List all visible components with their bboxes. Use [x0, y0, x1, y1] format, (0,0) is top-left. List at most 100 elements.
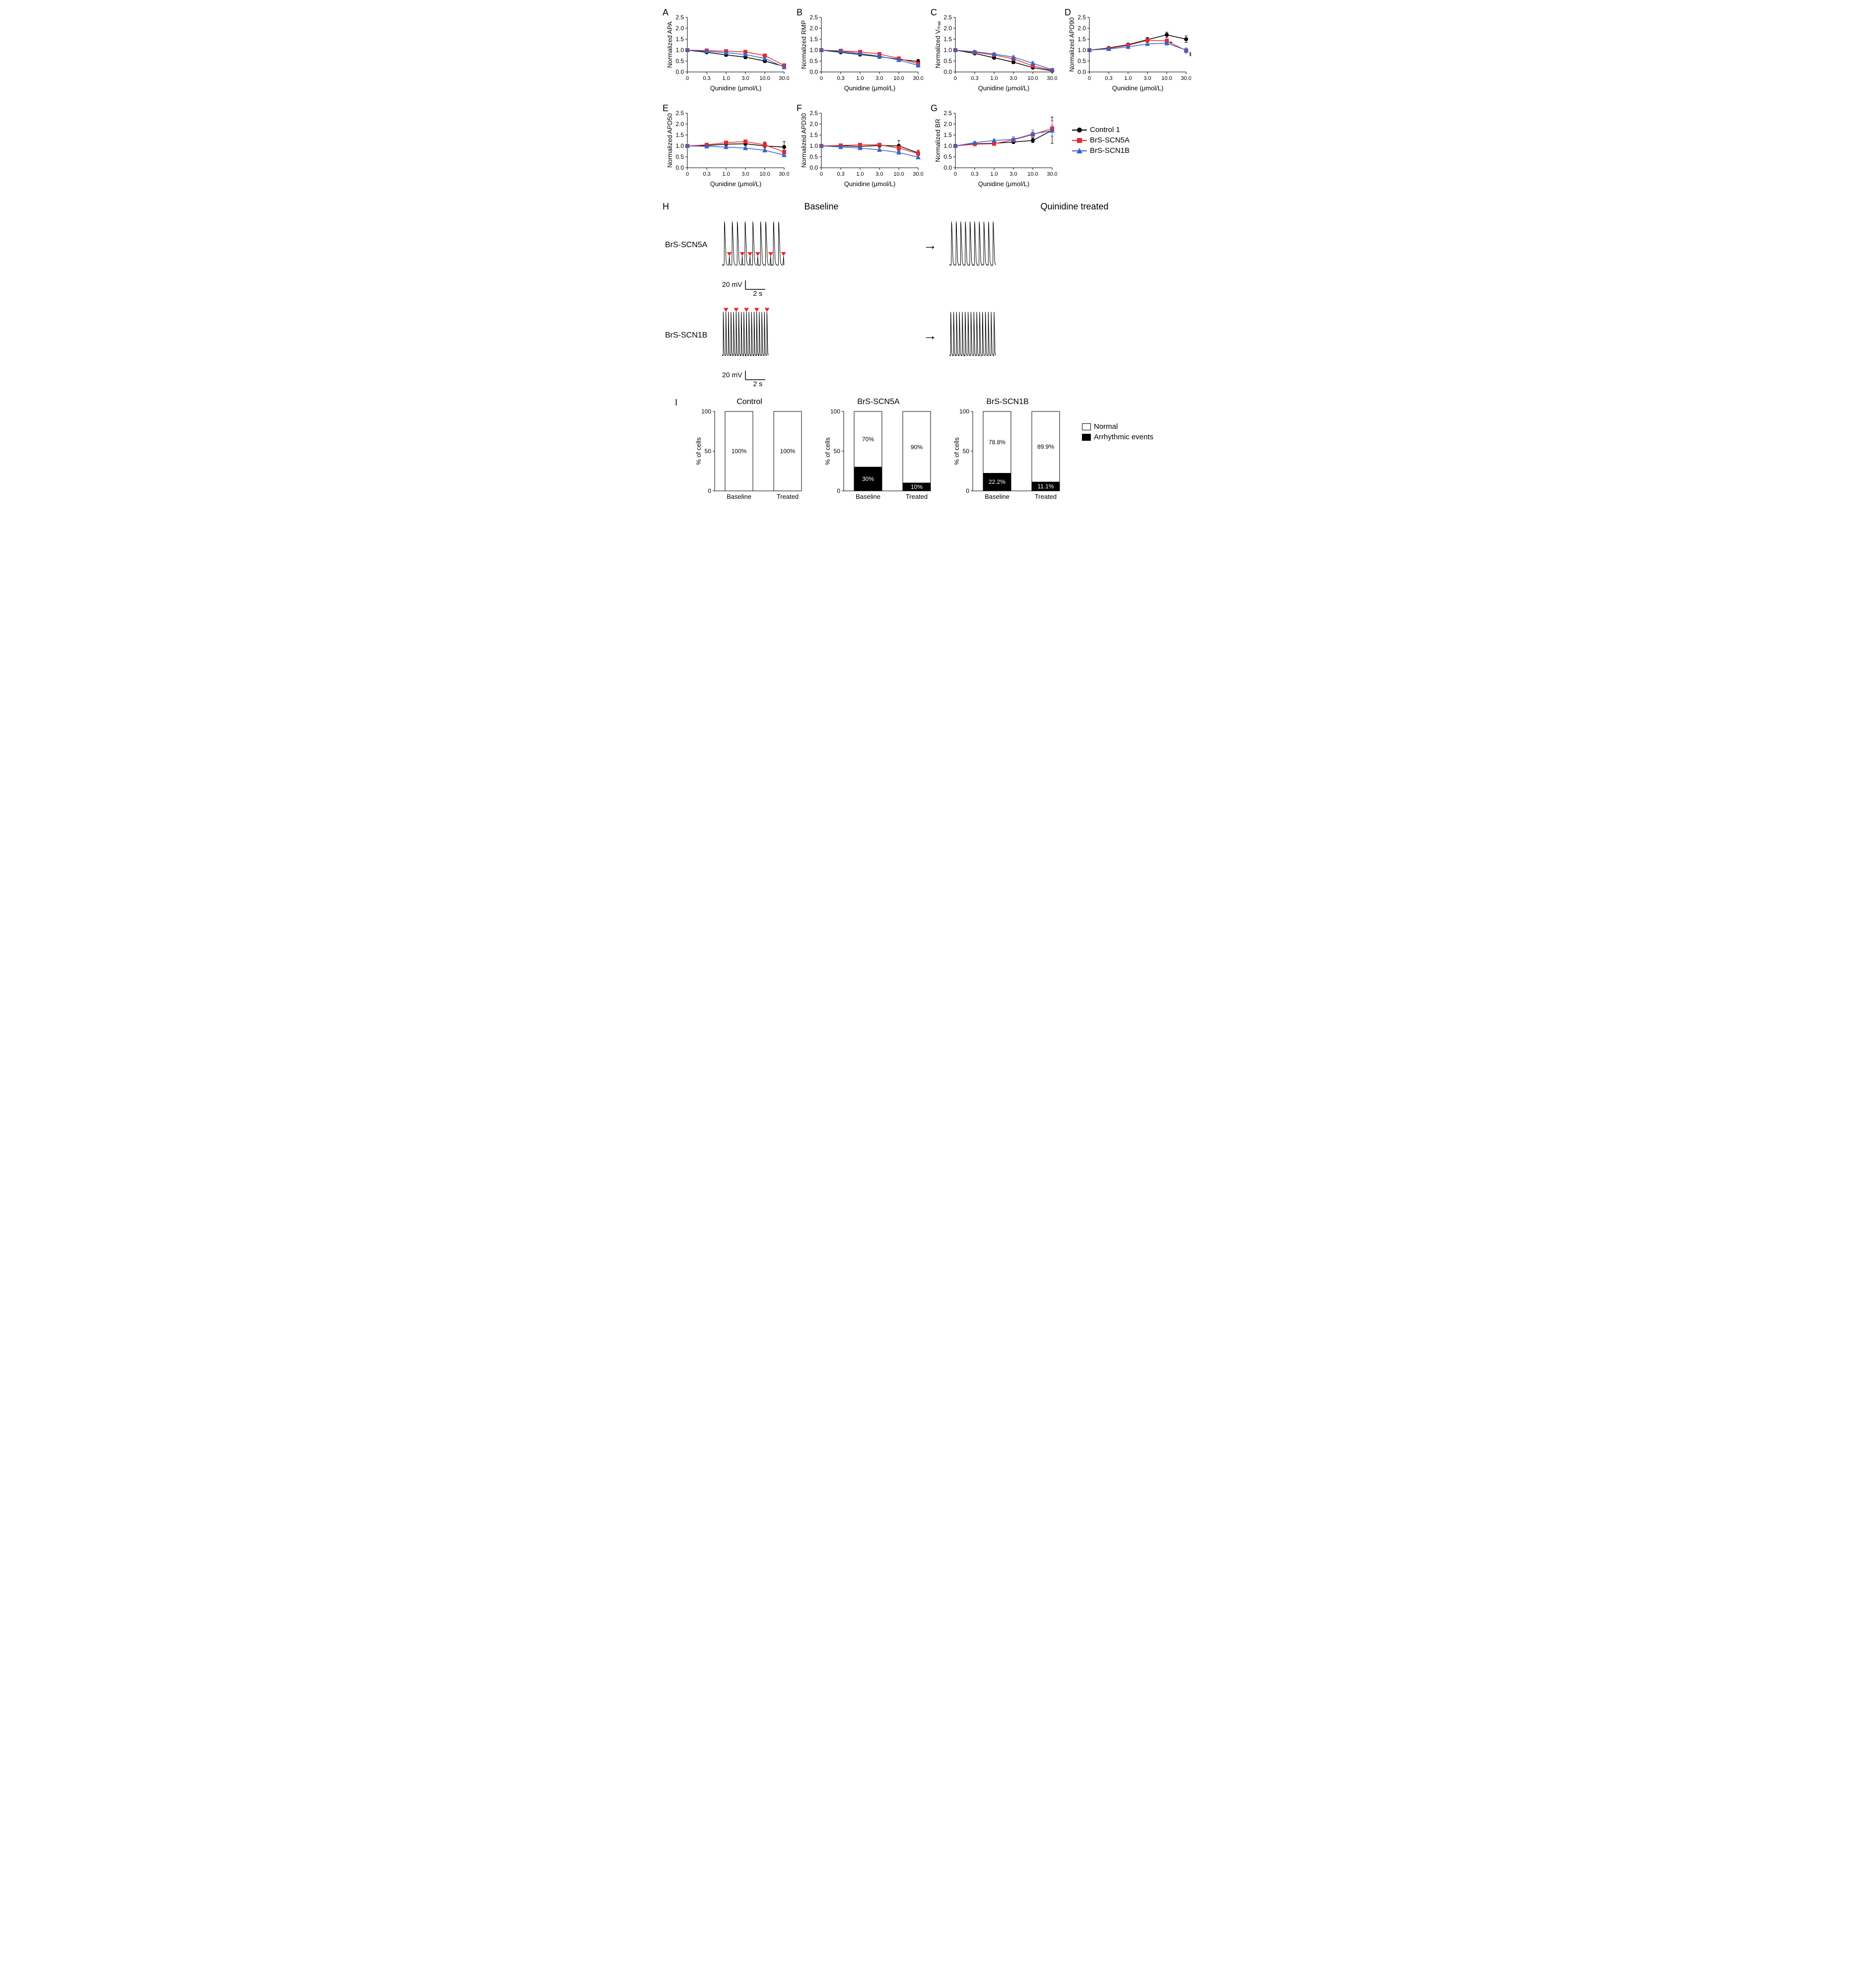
svg-text:2.0: 2.0 [809, 121, 818, 128]
svg-text:10.0: 10.0 [1027, 75, 1038, 81]
legend-swatch-1 [1082, 434, 1091, 441]
svg-text:2.5: 2.5 [809, 14, 818, 21]
svg-text:90%: 90% [911, 444, 923, 451]
svg-text:0: 0 [954, 75, 957, 81]
svg-text:1.0: 1.0 [990, 75, 998, 81]
svg-text:0.5: 0.5 [943, 153, 952, 160]
legend-label-0: Control 1 [1090, 126, 1120, 134]
svg-text:3.0: 3.0 [1009, 75, 1017, 81]
svg-text:1.5: 1.5 [675, 132, 684, 138]
chart-G: 0.00.51.01.52.02.500.31.03.010.030.0Quni… [933, 106, 1057, 190]
svg-text:0.0: 0.0 [943, 164, 952, 171]
panel-A: A 0.00.51.01.52.02.500.31.03.010.030.0Qu… [665, 10, 789, 96]
svg-text:100%: 100% [780, 448, 796, 455]
panel-label-h: H [663, 202, 669, 212]
svg-text:Qunidine (μmol/L): Qunidine (μmol/L) [844, 180, 896, 188]
panel-label-C: C [931, 7, 937, 18]
svg-text:Qunidine (μmol/L): Qunidine (μmol/L) [978, 180, 1030, 188]
panel-label-B: B [797, 7, 803, 18]
section-h: H Baseline Quinidine treated BrS-SCN5A →… [665, 202, 1211, 388]
bar-chart-svg: 050100% of cells70%30%Baseline90%10%Trea… [824, 409, 933, 503]
legend-swatch-0 [1082, 423, 1091, 430]
arrow-icon: → [918, 328, 942, 343]
svg-text:1.0: 1.0 [675, 142, 684, 149]
panel-label-D: D [1065, 7, 1071, 18]
svg-text:Normalized APD30: Normalized APD30 [800, 113, 807, 168]
svg-text:10.0: 10.0 [1161, 75, 1172, 81]
row-2: E 0.00.51.01.52.02.500.31.03.010.030.0Qu… [665, 106, 1211, 192]
trace-label-1: BrS-SCN1B [665, 331, 715, 340]
svg-text:0: 0 [708, 487, 711, 494]
panel-label-F: F [797, 103, 802, 114]
svg-text:Baseline: Baseline [727, 493, 751, 500]
bar-title-0: Control [695, 398, 804, 407]
svg-text:30.0: 30.0 [1181, 75, 1191, 81]
svg-text:1.5: 1.5 [1077, 36, 1086, 43]
svg-text:1.0: 1.0 [809, 142, 818, 149]
panel-B: B 0.00.51.01.52.02.500.31.03.010.030.0Qu… [799, 10, 923, 96]
arrow-icon: → [918, 237, 942, 253]
bar-chart-svg: 050100% of cells100%Baseline100%Treated [695, 409, 804, 503]
svg-text:2.5: 2.5 [809, 110, 818, 117]
panel-label-E: E [663, 103, 669, 114]
legend-i-item-0: Normal [1082, 422, 1153, 431]
legend-i-item-1: Arrhythmic events [1082, 433, 1153, 441]
ap-trace [949, 214, 1138, 274]
svg-text:Normalized APD90: Normalized APD90 [1068, 17, 1075, 72]
svg-text:0.3: 0.3 [971, 171, 978, 177]
svg-text:22.2%: 22.2% [989, 478, 1005, 485]
svg-text:0.5: 0.5 [675, 153, 684, 160]
svg-text:10.0: 10.0 [1027, 171, 1038, 177]
svg-text:2.0: 2.0 [675, 121, 684, 128]
svg-text:100: 100 [830, 409, 840, 415]
svg-text:0.3: 0.3 [837, 171, 844, 177]
svg-text:89.9%: 89.9% [1037, 443, 1054, 450]
svg-text:1.0: 1.0 [990, 171, 998, 177]
svg-text:1.5: 1.5 [675, 36, 684, 43]
ap-trace [722, 214, 911, 274]
svg-text:3.0: 3.0 [741, 171, 749, 177]
svg-text:1.5: 1.5 [809, 36, 818, 43]
svg-text:50: 50 [834, 448, 841, 455]
svg-text:30.0: 30.0 [913, 171, 923, 177]
svg-text:0: 0 [837, 487, 840, 494]
svg-text:1.0: 1.0 [722, 171, 730, 177]
svg-text:0.0: 0.0 [675, 164, 684, 171]
svg-text:2.5: 2.5 [675, 14, 684, 21]
svg-text:3.0: 3.0 [1143, 75, 1151, 81]
svg-text:3.0: 3.0 [875, 75, 883, 81]
svg-text:Normalized BR: Normalized BR [934, 119, 941, 162]
svg-text:0.0: 0.0 [943, 68, 952, 75]
scale-bars-1: 20 mV 2 s [722, 371, 1211, 388]
svg-text:Baseline: Baseline [985, 493, 1009, 500]
svg-text:Qunidine (μmol/L): Qunidine (μmol/L) [710, 180, 762, 188]
legend-i: Normal Arrhythmic events [1082, 398, 1153, 443]
svg-text:1.0: 1.0 [943, 142, 952, 149]
svg-text:Normalized Vₘₐₓ: Normalized Vₘₐₓ [934, 21, 941, 68]
bar-title-1: BrS-SCN5A [824, 398, 933, 407]
svg-text:2.0: 2.0 [809, 25, 818, 32]
trace-row-1: BrS-SCN1B → [665, 305, 1211, 366]
svg-text:1.0: 1.0 [1077, 47, 1086, 54]
svg-text:0.5: 0.5 [809, 153, 818, 160]
svg-text:10.0: 10.0 [893, 171, 904, 177]
svg-text:1.0: 1.0 [1124, 75, 1132, 81]
svg-text:3.0: 3.0 [875, 171, 883, 177]
svg-text:Normalized RMP: Normalized RMP [800, 20, 807, 69]
chart-B: 0.00.51.01.52.02.500.31.03.010.030.0Quni… [799, 10, 923, 94]
baseline-title: Baseline [722, 202, 921, 212]
svg-text:50: 50 [963, 448, 970, 455]
ap-trace [949, 305, 1138, 364]
svg-text:2.5: 2.5 [1077, 14, 1086, 21]
svg-text:% of cells: % of cells [824, 437, 831, 465]
svg-text:10%: 10% [911, 483, 923, 490]
svg-text:*: * [1189, 52, 1191, 60]
panel-label-i: I [675, 398, 677, 408]
svg-text:3.0: 3.0 [1009, 171, 1017, 177]
svg-text:Normalized APA: Normalized APA [666, 21, 673, 68]
svg-text:2.0: 2.0 [675, 25, 684, 32]
svg-text:1.0: 1.0 [856, 171, 864, 177]
legend-label-1: BrS-SCN5A [1090, 136, 1130, 144]
panel-D: D 0.00.51.01.52.02.500.31.03.010.030.0Qu… [1067, 10, 1191, 96]
svg-text:1.5: 1.5 [943, 36, 952, 43]
